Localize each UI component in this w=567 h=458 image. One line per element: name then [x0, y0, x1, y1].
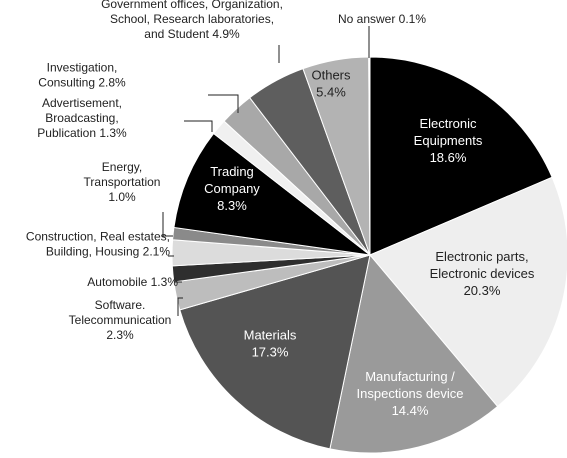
slice-label-10-line-0: Investigation, — [47, 61, 118, 75]
slice-label-9-line-2: Publication 1.3% — [37, 126, 127, 140]
slice-label-1-line-0: Electronic parts, — [435, 249, 528, 264]
slice-label-8-line-1: Company — [204, 181, 260, 196]
slice-label-0-line-1: Equipments — [414, 133, 483, 148]
slice-label-3-line-0: Materials — [244, 328, 297, 343]
pie-slice-3 — [179, 254, 371, 450]
leader-line-7 — [162, 212, 173, 237]
slice-label-2-line-1: Inspections device — [357, 386, 464, 401]
slice-label-9-line-1: Broadcasting, — [45, 111, 118, 125]
slice-label-7-line-2: 1.0% — [108, 190, 136, 204]
slice-label-8-line-2: 8.3% — [217, 198, 247, 213]
slice-label-12-line-0: Others — [311, 68, 351, 83]
pie-slice-8 — [173, 132, 372, 256]
slice-label-11-line-1: School, Research laboratories, — [110, 12, 274, 26]
slice-label-11-line-0: Government offices, Organization, — [101, 0, 283, 11]
slice-label-3-line-1: 17.3% — [252, 345, 289, 360]
slice-label-2-line-0: Manufacturing / — [365, 369, 455, 384]
slice-label-4-line-0: Software. — [95, 298, 146, 312]
slice-labels: Electronic Equipments 18.6% Electronic part… — [26, 0, 535, 418]
slice-label-1-line-1: Electronic devices — [430, 266, 535, 281]
slice-label-1-line-2: 20.3% — [464, 283, 501, 298]
slice-label-5-line-0: Automobile 1.3% — [87, 275, 178, 289]
slice-label-9-line-0: Advertisement, — [42, 96, 122, 110]
slice-label-12-line-1: 5.4% — [316, 85, 346, 100]
slice-label-4-line-1: Telecommunication — [69, 313, 172, 327]
pie-slice-2 — [329, 253, 499, 454]
slice-label-2-line-2: 14.4% — [392, 403, 429, 418]
pie-slice-0 — [369, 56, 553, 256]
leader-line-10 — [208, 94, 239, 113]
pie-slices — [171, 56, 567, 454]
slice-label-4-line-2: 2.3% — [106, 328, 134, 342]
leader-line-9 — [184, 120, 213, 132]
slice-label-0-line-2: 18.6% — [430, 150, 467, 165]
slice-label-10-line-1: Consulting 2.8% — [38, 76, 126, 90]
slice-label-0-line-0: Electronic — [419, 116, 477, 131]
slice-label-6-line-0: Construction, Real estates, — [26, 230, 170, 244]
slice-label-13-line-0: No answer 0.1% — [338, 12, 426, 26]
leader-line-4 — [177, 297, 183, 316]
slice-label-8-line-0: Trading — [210, 164, 254, 179]
pie-slice-1 — [369, 176, 567, 408]
slice-label-11-line-2: and Student 4.9% — [144, 27, 240, 41]
slice-label-7-line-0: Energy, — [102, 160, 142, 174]
slice-label-6-line-1: Building, Housing 2.1% — [46, 245, 170, 259]
slice-label-7-line-1: Transportation — [84, 175, 161, 189]
